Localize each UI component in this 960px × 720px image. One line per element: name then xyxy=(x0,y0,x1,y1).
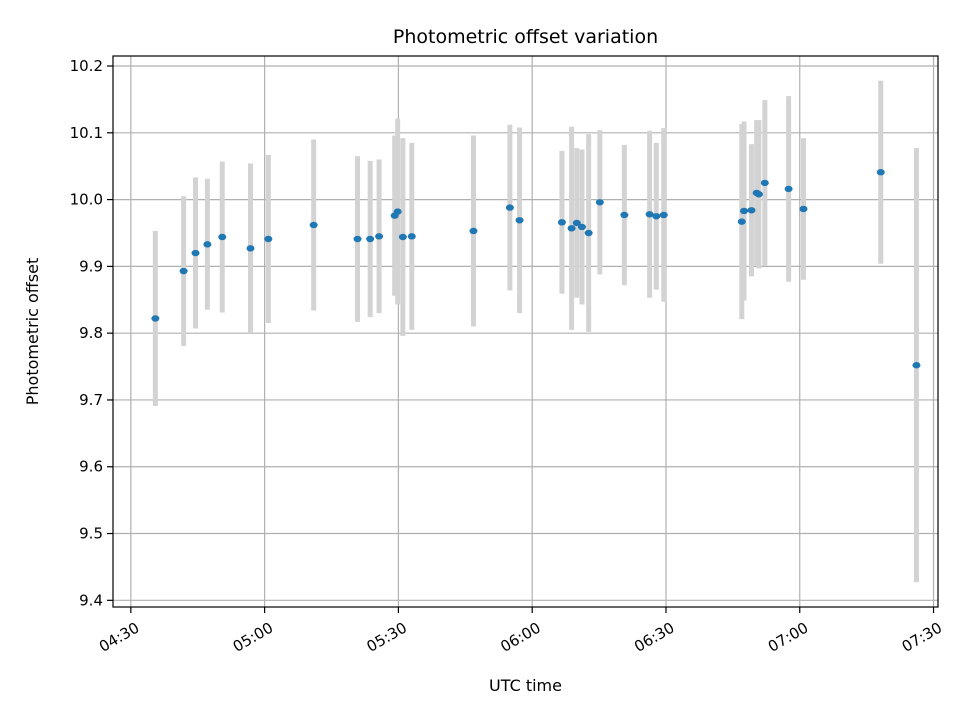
data-point xyxy=(760,179,769,187)
x-tick-label: 05:00 xyxy=(230,619,276,656)
data-point xyxy=(353,235,362,243)
axes: 04:30 05:00 05:30 06:00 06:30 07:00 07:30 9.4 9.… xyxy=(70,57,946,656)
data-point xyxy=(264,235,273,243)
data-point xyxy=(652,213,661,220)
data-point xyxy=(151,315,160,322)
x-tick-label: 04:30 xyxy=(96,619,142,656)
data-point xyxy=(659,211,668,219)
data-point xyxy=(309,221,318,229)
data-point xyxy=(505,204,514,211)
data-point xyxy=(393,208,402,215)
data-point xyxy=(179,267,188,275)
data-point xyxy=(754,191,763,198)
error-bars xyxy=(152,80,919,583)
x-tick-label: 06:00 xyxy=(497,619,543,656)
data-point xyxy=(799,205,808,213)
data-point xyxy=(218,233,227,241)
data-point xyxy=(584,229,593,237)
y-tick-label: 9.5 xyxy=(79,525,103,543)
y-tick-label: 9.6 xyxy=(79,458,103,476)
data-point xyxy=(398,233,407,241)
data-point xyxy=(572,219,581,227)
data-point xyxy=(784,185,793,193)
data-point xyxy=(595,199,604,206)
data-point xyxy=(557,219,566,226)
data-point xyxy=(577,223,586,231)
data-point xyxy=(567,225,576,232)
data-point xyxy=(912,362,921,369)
x-axis-title: UTC time xyxy=(489,676,562,695)
data-point xyxy=(747,207,756,214)
y-tick-label: 9.4 xyxy=(79,591,103,609)
data-point xyxy=(203,241,212,248)
x-tick-label: 07:00 xyxy=(765,619,811,656)
data-point xyxy=(375,233,384,240)
y-tick-label: 9.7 xyxy=(79,391,103,409)
y-tick-label: 10.2 xyxy=(70,57,103,75)
chart-title: Photometric offset variation xyxy=(393,26,658,48)
x-tick-label: 07:30 xyxy=(899,619,945,656)
y-tick-label: 9.8 xyxy=(79,324,103,342)
y-tick-label: 9.9 xyxy=(79,257,103,275)
x-tick-label: 06:30 xyxy=(631,619,677,656)
data-point xyxy=(191,249,200,257)
data-point xyxy=(876,169,885,176)
data-points xyxy=(151,169,921,369)
data-point xyxy=(740,207,749,215)
data-point xyxy=(645,211,654,218)
data-point xyxy=(515,217,524,224)
data-point xyxy=(407,233,416,240)
data-point xyxy=(737,218,746,225)
plot-frame xyxy=(112,55,939,608)
data-point xyxy=(469,227,478,235)
y-tick-label: 10.0 xyxy=(70,191,103,209)
grid-lines xyxy=(113,56,938,607)
data-point xyxy=(366,235,375,243)
data-point xyxy=(246,245,255,252)
data-point xyxy=(620,211,629,219)
y-tick-label: 10.1 xyxy=(70,124,103,142)
x-tick-label: 05:30 xyxy=(364,619,410,656)
y-axis-title: Photometric offset xyxy=(23,258,42,406)
